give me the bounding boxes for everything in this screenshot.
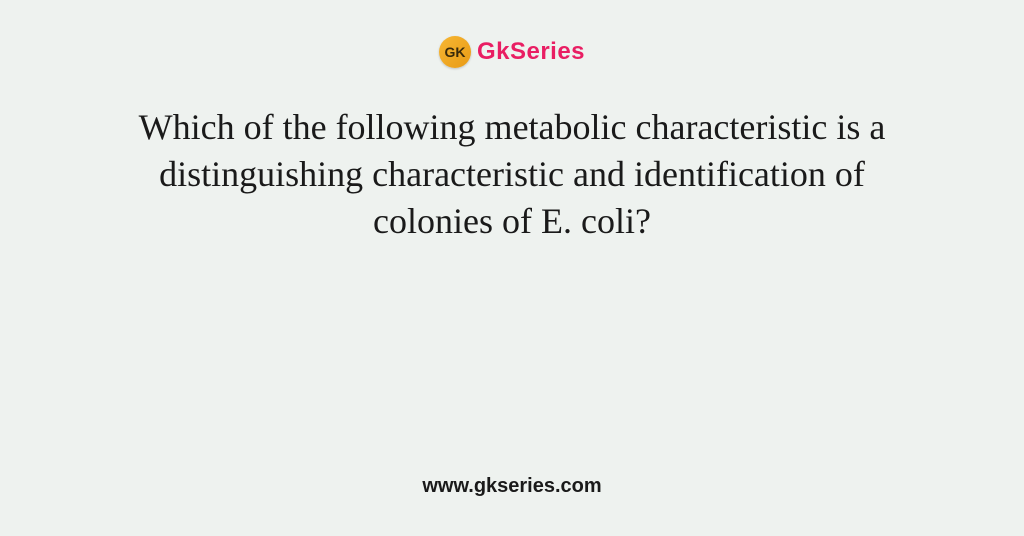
logo-brand-text: GkSeries bbox=[477, 38, 585, 66]
logo-container: GK GkSeries bbox=[439, 36, 585, 68]
question-text: Which of the following metabolic charact… bbox=[132, 104, 892, 244]
logo-badge-icon: GK bbox=[439, 36, 471, 68]
website-url: www.gkseries.com bbox=[422, 475, 601, 498]
logo-badge-text: GK bbox=[444, 44, 465, 60]
